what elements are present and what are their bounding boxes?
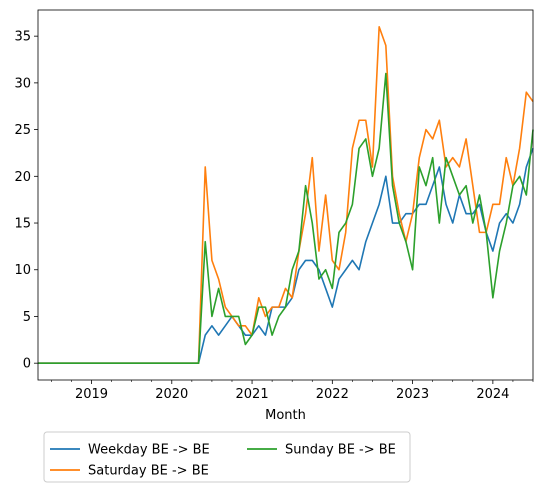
legend-label-1: Saturday BE -> BE (88, 464, 209, 479)
x-axis-label: Month (265, 408, 306, 423)
y-axis: 0 5 10 15 20 25 30 35 (14, 30, 38, 372)
legend-box (43, 431, 411, 483)
y-tick-label: 10 (14, 263, 31, 278)
y-tick-label: 15 (14, 217, 31, 232)
x-tick-label: 2020 (155, 387, 188, 402)
x-tick-label: 2022 (316, 387, 349, 402)
plot-lines (38, 26, 534, 364)
y-tick-label: 20 (14, 170, 31, 185)
x-tick-label: 2023 (396, 387, 429, 402)
x-tick-label: 2019 (75, 387, 108, 402)
series-line-0 (38, 148, 534, 364)
x-axis: 2019 2020 2021 2022 2023 2024 (51, 380, 534, 402)
y-tick-label: 25 (14, 123, 31, 138)
plot-frame (37, 9, 534, 381)
x-tick-label: 2024 (476, 387, 509, 402)
y-tick-label: 0 (23, 357, 31, 372)
x-tick-label: 2021 (236, 387, 269, 402)
y-tick-label: 30 (14, 76, 31, 91)
legend-label-2: Sunday BE -> BE (285, 443, 396, 458)
y-tick-label: 5 (23, 310, 31, 325)
y-tick-label: 35 (14, 30, 31, 45)
series-line-2 (38, 72, 534, 364)
legend-label-0: Weekday BE -> BE (88, 443, 210, 458)
legend: Weekday BE -> BE Saturday BE -> BE Sunday … (43, 431, 411, 483)
